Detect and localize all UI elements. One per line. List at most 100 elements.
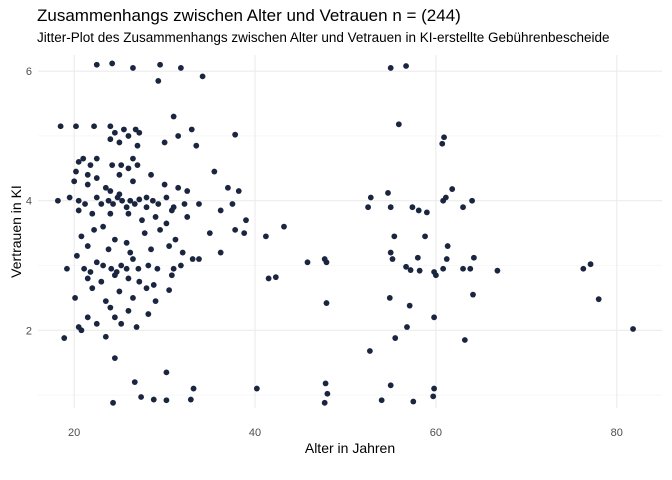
data-point xyxy=(163,194,170,201)
data-point xyxy=(378,397,385,404)
data-point xyxy=(595,296,602,303)
x-tick-label: 20 xyxy=(68,427,80,439)
data-point xyxy=(150,282,157,288)
data-point xyxy=(98,278,105,285)
data-point xyxy=(141,230,148,237)
data-point xyxy=(272,274,279,281)
data-point xyxy=(118,320,125,327)
data-point xyxy=(395,121,402,128)
data-point xyxy=(102,184,109,191)
data-point xyxy=(409,204,416,211)
data-point xyxy=(136,278,143,285)
data-point xyxy=(444,243,451,249)
data-point xyxy=(134,162,141,169)
data-point xyxy=(193,142,200,149)
data-point xyxy=(387,382,394,389)
data-point xyxy=(84,181,91,188)
data-point xyxy=(84,243,91,249)
data-point xyxy=(431,314,438,321)
data-point xyxy=(107,188,114,194)
data-point xyxy=(196,256,202,262)
data-point xyxy=(460,204,466,211)
data-point xyxy=(170,265,177,272)
data-point xyxy=(181,201,188,207)
data-point xyxy=(111,129,118,136)
data-point xyxy=(116,171,123,178)
data-point xyxy=(262,233,269,240)
data-point xyxy=(217,249,224,256)
data-point xyxy=(187,396,194,403)
data-point xyxy=(184,214,191,220)
data-point xyxy=(460,265,466,272)
data-point xyxy=(324,390,331,397)
data-point xyxy=(93,175,100,181)
data-point xyxy=(80,155,87,162)
data-point xyxy=(150,396,157,403)
data-point xyxy=(253,385,260,392)
data-point xyxy=(64,265,70,272)
data-point xyxy=(431,385,438,392)
data-point xyxy=(157,226,163,233)
data-point xyxy=(148,246,154,253)
data-point xyxy=(130,256,136,262)
data-point xyxy=(107,304,114,311)
data-point xyxy=(66,194,73,201)
data-point xyxy=(102,333,109,340)
data-point xyxy=(73,252,80,259)
data-point xyxy=(470,254,477,261)
data-point xyxy=(406,302,413,309)
data-point xyxy=(387,204,394,211)
data-point xyxy=(190,385,197,392)
data-point xyxy=(110,201,116,207)
data-point xyxy=(110,399,116,406)
data-point xyxy=(470,291,476,298)
x-tick-labels: 20 40 60 80 xyxy=(68,427,623,439)
data-point xyxy=(72,294,78,301)
data-point xyxy=(91,226,97,233)
data-point xyxy=(439,140,446,147)
data-point xyxy=(139,217,145,224)
data-point xyxy=(73,168,79,175)
data-point xyxy=(145,262,152,269)
data-point xyxy=(389,256,396,262)
data-point xyxy=(232,131,239,138)
data-point xyxy=(414,254,421,261)
data-point xyxy=(145,311,152,317)
data-point xyxy=(107,136,114,143)
data-point xyxy=(131,201,138,207)
data-point xyxy=(630,326,636,332)
data-point xyxy=(385,190,391,196)
grid-minor xyxy=(38,135,662,396)
data-point xyxy=(143,204,150,211)
data-point xyxy=(134,142,141,149)
data-point xyxy=(430,393,437,400)
data-point xyxy=(184,188,191,194)
data-point xyxy=(78,233,85,240)
data-point xyxy=(449,186,456,192)
data-point xyxy=(243,217,249,224)
data-point xyxy=(108,265,115,272)
data-point xyxy=(155,78,162,84)
data-point xyxy=(404,324,410,330)
y-tick-labels: 2 4 6 xyxy=(26,66,32,337)
data-point xyxy=(235,188,242,194)
y-tick-label: 2 xyxy=(26,325,32,337)
data-point xyxy=(161,139,168,146)
data-point xyxy=(98,201,105,207)
x-axis-title: Alter in Jahren xyxy=(305,440,395,456)
data-point xyxy=(111,355,118,362)
data-point xyxy=(93,61,100,68)
data-point xyxy=(148,171,154,178)
data-point xyxy=(366,348,373,354)
data-point xyxy=(232,226,239,233)
data-point xyxy=(84,171,91,178)
data-point xyxy=(84,314,91,321)
data-point xyxy=(138,394,144,400)
data-point xyxy=(163,369,170,376)
data-point xyxy=(123,239,130,246)
data-point xyxy=(168,272,175,279)
data-point xyxy=(415,207,422,214)
data-point xyxy=(443,256,450,262)
data-point xyxy=(81,265,88,272)
